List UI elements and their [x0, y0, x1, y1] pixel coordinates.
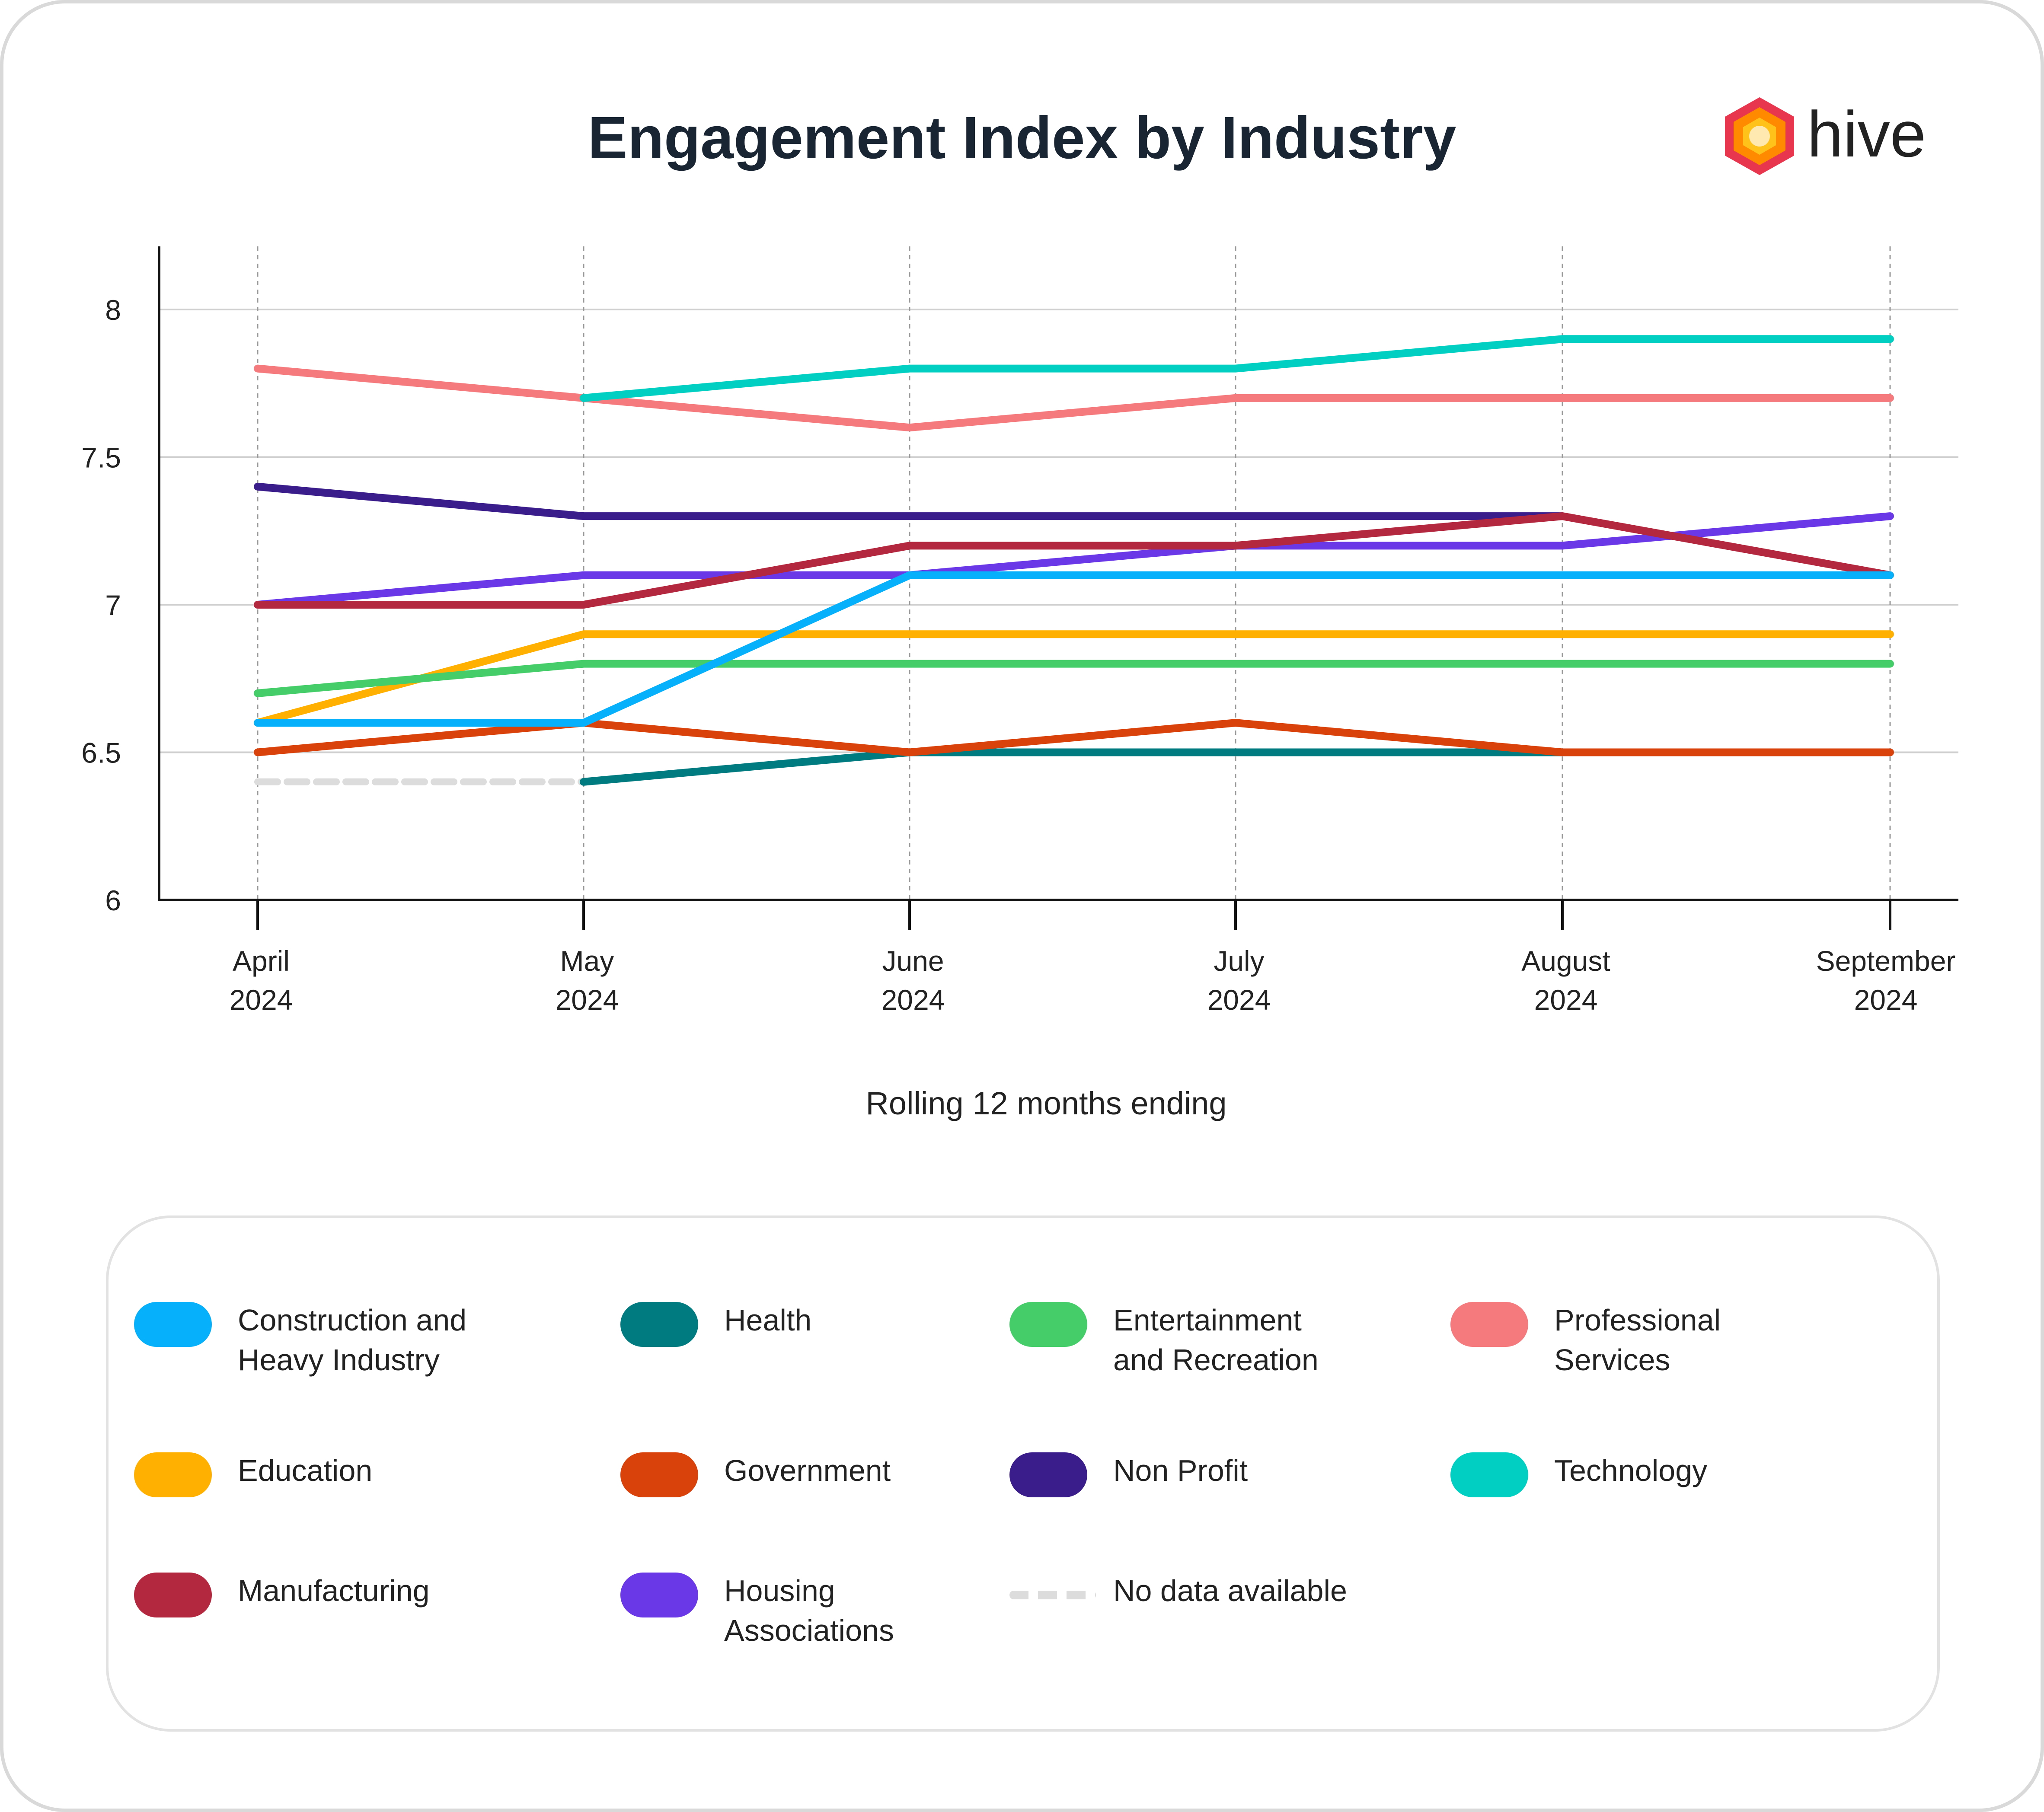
- legend-item: Technology: [1450, 1452, 1865, 1539]
- x-tick-label-year: 2024: [1534, 984, 1598, 1016]
- x-tick-label-year: 2024: [556, 984, 619, 1016]
- y-tick-label: 8: [105, 294, 121, 326]
- series-line-professional-services: [254, 364, 1894, 432]
- legend-item: Housing Associations: [620, 1573, 1035, 1659]
- legend-item: Health: [620, 1302, 1035, 1388]
- legend-label-line: Non Profit: [1113, 1454, 1248, 1487]
- legend-label-line: Education: [238, 1454, 373, 1487]
- legend-label-line: Services: [1554, 1343, 1670, 1377]
- x-tick-label-month: September: [1816, 945, 1956, 977]
- legend-swatch: [1009, 1452, 1087, 1497]
- x-tick-label-month: May: [560, 945, 614, 977]
- legend-item: Government: [620, 1452, 1035, 1539]
- tick-layer: 6 6.5 7 7.5 8 April 2024 May 2024 June 2024 July 202…: [81, 294, 1955, 1016]
- axis-layer: [158, 246, 1958, 930]
- legend-label-line: Technology: [1554, 1454, 1708, 1487]
- legend-label-line: Housing: [724, 1574, 835, 1608]
- x-axis-title: Rolling 12 months ending: [866, 1085, 1226, 1121]
- legend-item: Education: [134, 1452, 549, 1539]
- legend-label-line: Associations: [724, 1614, 894, 1647]
- legend-item: Construction and Heavy Industry: [134, 1302, 549, 1388]
- legend-item: No data available: [1009, 1573, 1424, 1659]
- y-tick-label: 6.5: [81, 737, 121, 769]
- series-line-entertainment-and-recreation: [254, 660, 1894, 697]
- legend-swatch: [1450, 1452, 1528, 1497]
- series-line-health: [580, 748, 1566, 786]
- legend-label: Government: [724, 1451, 1027, 1490]
- series-layer: [254, 335, 1894, 786]
- legend-swatch: [620, 1302, 698, 1347]
- x-tick-label-year: 2024: [881, 984, 945, 1016]
- legend-item: Manufacturing: [134, 1573, 549, 1659]
- logo-text: hive: [1807, 98, 1926, 170]
- series-line-government: [254, 719, 1894, 756]
- x-tick-label-year: 2024: [230, 984, 293, 1016]
- legend-label-line: and Recreation: [1113, 1343, 1319, 1377]
- series-line-education: [254, 630, 1894, 727]
- legend-label: Housing Associations: [724, 1571, 1027, 1650]
- series-line-housing-associations: [254, 512, 1894, 609]
- legend-swatch: [134, 1573, 212, 1617]
- legend-item: Non Profit: [1009, 1452, 1424, 1539]
- legend-swatch: [134, 1452, 212, 1497]
- legend-label: Technology: [1554, 1451, 1857, 1490]
- legend-item: Professional Services: [1450, 1302, 1865, 1388]
- legend: Construction and Heavy Industry Health Ente…: [106, 1215, 1940, 1732]
- x-tick-label-month: April: [233, 945, 290, 977]
- legend-label-line: No data available: [1113, 1574, 1347, 1608]
- series-line-manufacturing: [254, 512, 1894, 609]
- legend-label: Non Profit: [1113, 1451, 1416, 1490]
- legend-label: Entertainment and Recreation: [1113, 1300, 1416, 1380]
- legend-swatch: [1450, 1302, 1528, 1347]
- legend-label: Professional Services: [1554, 1300, 1857, 1380]
- x-tick-label-month: August: [1521, 945, 1610, 977]
- legend-label-line: Government: [724, 1454, 891, 1487]
- x-tick-label-month: July: [1214, 945, 1264, 977]
- hexagon-icon: [1725, 97, 1794, 175]
- legend-label-line: Entertainment: [1113, 1303, 1302, 1337]
- legend-label: Manufacturing: [238, 1571, 540, 1611]
- y-tick-label: 7.5: [81, 442, 121, 474]
- x-tick-label-year: 2024: [1854, 984, 1918, 1016]
- y-tick-label: 7: [105, 589, 121, 621]
- chart-title: Engagement Index by Industry: [588, 105, 1456, 171]
- legend-label: Construction and Heavy Industry: [238, 1300, 540, 1380]
- legend-swatch: [134, 1302, 212, 1347]
- legend-label: Education: [238, 1451, 540, 1490]
- legend-label-line: Construction and: [238, 1303, 467, 1337]
- line-chart: 6 6.5 7 7.5 8 April 2024 May 2024 June 2024 July 202…: [81, 246, 1958, 1121]
- x-tick-label-month: June: [882, 945, 944, 977]
- series-line-non-profit: [254, 482, 1566, 520]
- legend-label-line: Heavy Industry: [238, 1343, 440, 1377]
- legend-swatch: [620, 1452, 698, 1497]
- x-tick-label-year: 2024: [1207, 984, 1271, 1016]
- legend-label-line: Health: [724, 1303, 812, 1337]
- series-line-technology: [580, 335, 1894, 402]
- legend-label-line: Professional: [1554, 1303, 1721, 1337]
- legend-label: Health: [724, 1300, 1027, 1340]
- legend-label-line: Manufacturing: [238, 1574, 430, 1608]
- legend-swatch: [620, 1573, 698, 1617]
- series-line-construction-and-heavy-industry: [254, 571, 1894, 727]
- legend-item: Entertainment and Recreation: [1009, 1302, 1424, 1388]
- legend-swatch-dashed: [1009, 1591, 1096, 1599]
- legend-swatch: [1009, 1302, 1087, 1347]
- legend-label: No data available: [1113, 1571, 1416, 1611]
- hive-logo: hive: [1721, 95, 1926, 182]
- y-tick-label: 6: [105, 884, 121, 916]
